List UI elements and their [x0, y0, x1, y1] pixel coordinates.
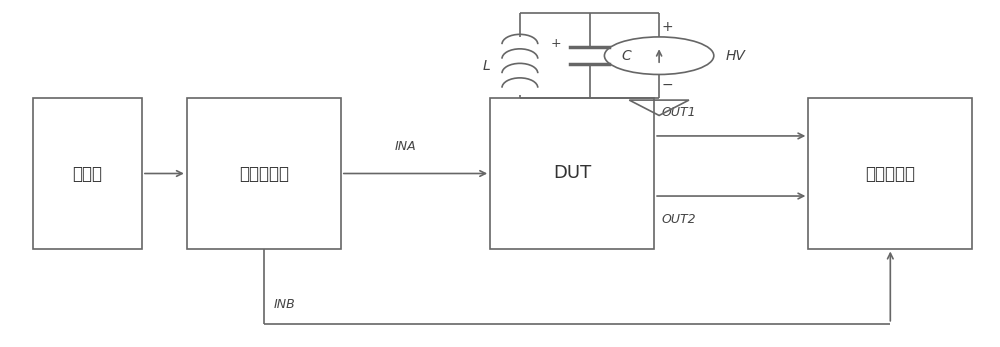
Text: C: C [621, 49, 631, 63]
Text: INA: INA [395, 140, 416, 153]
Text: OUT1: OUT1 [661, 106, 696, 119]
Text: OUT2: OUT2 [661, 213, 696, 226]
Bar [33, 99, 142, 248]
Text: L: L [482, 59, 490, 73]
Text: 控制器: 控制器 [72, 164, 102, 183]
Text: DUT: DUT [553, 164, 591, 183]
Bar [490, 99, 654, 248]
Text: −: − [661, 78, 673, 92]
Text: 信号采集器: 信号采集器 [865, 164, 915, 183]
Text: INB: INB [274, 298, 296, 312]
Bar [808, 99, 972, 248]
Text: +: + [661, 20, 673, 34]
Text: +: + [551, 37, 562, 50]
Text: 信号发生器: 信号发生器 [239, 164, 289, 183]
Text: HV: HV [726, 49, 746, 63]
Bar [187, 99, 341, 248]
